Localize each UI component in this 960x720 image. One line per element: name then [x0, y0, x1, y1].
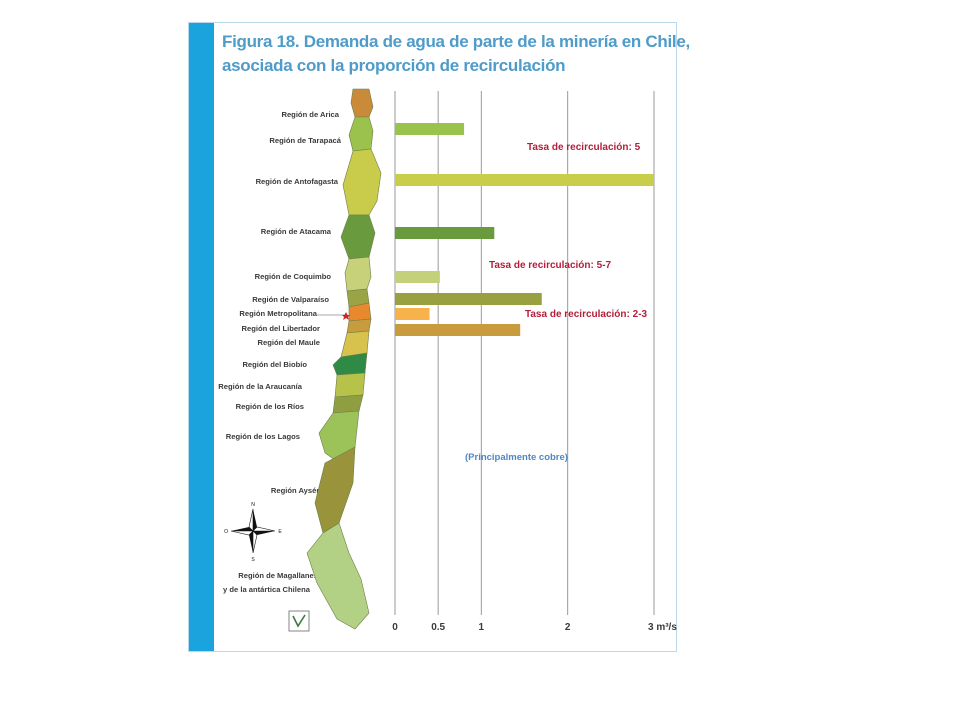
region-label-atacama: Región de Atacama	[260, 227, 331, 236]
x-tick-label-4: 3 m³/s	[648, 622, 677, 633]
x-tick-label-1: 0.5	[431, 622, 445, 633]
bar-3	[395, 271, 440, 283]
x-tick-label-2: 1	[479, 622, 485, 633]
chart-grid	[394, 91, 655, 615]
bar-2	[395, 227, 495, 239]
region-label-libertador: Región del Libertador	[241, 324, 320, 333]
region-label-araucania: Región de la Araucanía	[218, 382, 302, 391]
bar-1	[395, 174, 654, 186]
map-region-magallanes	[306, 522, 370, 630]
region-label-coquimbo: Región de Coquimbo	[254, 272, 331, 281]
rate-label-north: Tasa de recirculación: 5	[527, 142, 641, 153]
map-region-coquimbo	[344, 256, 372, 292]
chile-map	[306, 88, 382, 630]
map-region-antofagasta	[342, 148, 382, 216]
compass-letter-e: E	[278, 529, 282, 535]
map-region-aysen	[314, 446, 356, 534]
map-region-atacama	[340, 214, 376, 260]
compass-letter-s: S	[251, 557, 255, 563]
bar-4	[395, 293, 542, 305]
region-label-rios: Región de los Ríos	[235, 402, 304, 411]
region-label-tarapaca: Región de Tarapacá	[269, 136, 341, 145]
chart-bars	[395, 123, 654, 336]
bar-0	[395, 123, 465, 135]
x-tick-label-0: 0	[392, 622, 398, 633]
logo-icon	[288, 610, 310, 632]
region-label-lagos: Región de los Lagos	[225, 432, 300, 441]
x-tick-label-3: 2	[565, 622, 571, 633]
rate-label-south: Tasa de recirculación: 2-3	[525, 309, 648, 320]
map-region-rios	[332, 394, 364, 414]
compass-letter-o: O	[224, 529, 228, 535]
capital-star-icon	[342, 312, 350, 320]
side-accent-bar	[189, 23, 214, 651]
map-region-biobio	[332, 352, 368, 376]
region-label-aysen: Región Aysén	[270, 486, 321, 495]
map-region-arica	[350, 88, 374, 118]
region-label-arica: Región de Arica	[281, 110, 339, 119]
region-label-magallanes: Región de Magallanes	[238, 571, 318, 580]
footnote-principalmente-cobre: (Principalmente cobre)	[465, 452, 568, 463]
figure-title-line2: asociada con la proporción de recirculac…	[222, 56, 566, 75]
bar-5	[395, 308, 430, 320]
bar-6	[395, 324, 521, 336]
region-label-biobio: Región del Biobío	[242, 360, 307, 369]
region-label-metropolitana: Región Metropolitana	[239, 309, 317, 318]
rate-label-central: Tasa de recirculación: 5-7	[489, 260, 612, 271]
chart-svg: N S E O 0 0.5 1 2 3 m³/s	[224, 88, 677, 633]
region-label-maule: Región del Maule	[257, 338, 320, 347]
figure-panel: Figura 18. Demanda de agua de parte de l…	[188, 22, 690, 652]
map-region-araucania	[334, 372, 366, 398]
region-label-valparaiso: Región de Valparaíso	[252, 295, 329, 304]
region-label-antartica: y de la antártica Chilena	[223, 585, 310, 594]
compass-rose-icon: N S E O	[224, 502, 282, 563]
region-label-antofagasta: Región de Antofagasta	[255, 177, 338, 186]
map-region-tarapaca	[348, 116, 374, 152]
figure-title-line1: Figura 18. Demanda de agua de parte de l…	[222, 32, 690, 51]
compass-letter-n: N	[251, 502, 255, 508]
chart-x-axis: 0 0.5 1 2 3 m³/s	[392, 622, 677, 633]
